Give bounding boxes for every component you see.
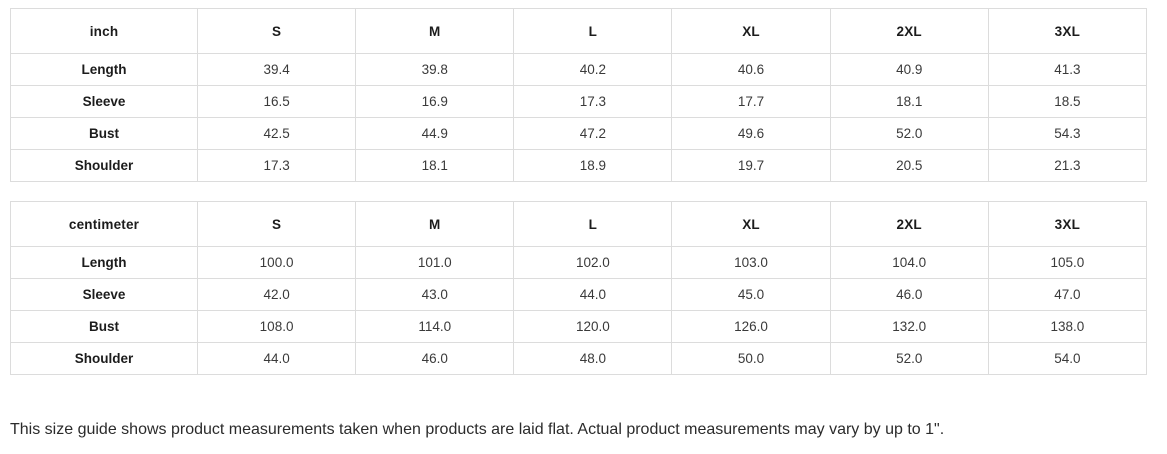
table-row: Sleeve 42.0 43.0 44.0 45.0 46.0 47.0 bbox=[10, 278, 1147, 311]
cell-sleeve-s: 16.5 bbox=[196, 85, 357, 118]
cell-shoulder-s: 17.3 bbox=[196, 149, 357, 182]
cell-sleeve-l: 44.0 bbox=[513, 278, 673, 311]
table-row: Sleeve 16.5 16.9 17.3 17.7 18.1 18.5 bbox=[10, 85, 1147, 118]
size-header-2xl: 2XL bbox=[829, 201, 989, 247]
cell-shoulder-s: 44.0 bbox=[196, 342, 357, 375]
inch-table-header: inch S M L XL 2XL 3XL bbox=[10, 8, 1147, 54]
size-header-s: S bbox=[196, 201, 357, 247]
row-label-shoulder: Shoulder bbox=[10, 149, 198, 182]
table-header-row: centimeter S M L XL 2XL 3XL bbox=[10, 201, 1147, 247]
cell-sleeve-l: 17.3 bbox=[513, 85, 673, 118]
unit-header-centimeter: centimeter bbox=[10, 201, 198, 247]
inch-table-body: Length 39.4 39.8 40.2 40.6 40.9 41.3 Sle… bbox=[10, 53, 1147, 182]
cell-shoulder-xl: 19.7 bbox=[671, 149, 831, 182]
cell-shoulder-2xl: 52.0 bbox=[829, 342, 989, 375]
cell-length-l: 102.0 bbox=[513, 246, 673, 279]
table-header-row: inch S M L XL 2XL 3XL bbox=[10, 8, 1147, 54]
cell-length-xl: 103.0 bbox=[671, 246, 831, 279]
size-header-l: L bbox=[513, 8, 673, 54]
cell-length-3xl: 41.3 bbox=[987, 53, 1147, 86]
centimeter-table-header: centimeter S M L XL 2XL 3XL bbox=[10, 201, 1147, 247]
table-row: Shoulder 44.0 46.0 48.0 50.0 52.0 54.0 bbox=[10, 342, 1147, 375]
cell-shoulder-2xl: 20.5 bbox=[829, 149, 989, 182]
row-label-length: Length bbox=[10, 53, 198, 86]
cell-shoulder-l: 18.9 bbox=[513, 149, 673, 182]
inch-size-table: inch S M L XL 2XL 3XL Length 39.4 39.8 4… bbox=[10, 8, 1147, 182]
cell-bust-3xl: 54.3 bbox=[987, 117, 1147, 150]
cell-length-2xl: 104.0 bbox=[829, 246, 989, 279]
table-row: Length 100.0 101.0 102.0 103.0 104.0 105… bbox=[10, 246, 1147, 279]
size-header-m: M bbox=[355, 8, 515, 54]
row-label-sleeve: Sleeve bbox=[10, 278, 198, 311]
row-label-shoulder: Shoulder bbox=[10, 342, 198, 375]
row-label-bust: Bust bbox=[10, 310, 198, 343]
size-header-2xl: 2XL bbox=[829, 8, 989, 54]
unit-header-inch: inch bbox=[10, 8, 198, 54]
cell-length-l: 40.2 bbox=[513, 53, 673, 86]
cell-sleeve-m: 43.0 bbox=[355, 278, 515, 311]
table-row: Shoulder 17.3 18.1 18.9 19.7 20.5 21.3 bbox=[10, 149, 1147, 182]
cell-shoulder-m: 18.1 bbox=[355, 149, 515, 182]
cell-bust-2xl: 52.0 bbox=[829, 117, 989, 150]
cell-shoulder-l: 48.0 bbox=[513, 342, 673, 375]
cell-sleeve-2xl: 18.1 bbox=[829, 85, 989, 118]
cell-sleeve-xl: 17.7 bbox=[671, 85, 831, 118]
cell-bust-2xl: 132.0 bbox=[829, 310, 989, 343]
cell-length-s: 39.4 bbox=[196, 53, 357, 86]
cell-bust-l: 47.2 bbox=[513, 117, 673, 150]
cell-length-s: 100.0 bbox=[196, 246, 357, 279]
table-row: Bust 42.5 44.9 47.2 49.6 52.0 54.3 bbox=[10, 117, 1147, 150]
cell-bust-m: 114.0 bbox=[355, 310, 515, 343]
cell-shoulder-3xl: 54.0 bbox=[987, 342, 1147, 375]
cell-length-3xl: 105.0 bbox=[987, 246, 1147, 279]
row-label-length: Length bbox=[10, 246, 198, 279]
cell-sleeve-3xl: 47.0 bbox=[987, 278, 1147, 311]
cell-sleeve-3xl: 18.5 bbox=[987, 85, 1147, 118]
cell-sleeve-xl: 45.0 bbox=[671, 278, 831, 311]
size-header-s: S bbox=[196, 8, 357, 54]
cell-sleeve-2xl: 46.0 bbox=[829, 278, 989, 311]
cell-bust-3xl: 138.0 bbox=[987, 310, 1147, 343]
cell-length-m: 39.8 bbox=[355, 53, 515, 86]
cell-bust-s: 42.5 bbox=[196, 117, 357, 150]
size-header-3xl: 3XL bbox=[987, 201, 1147, 247]
cell-shoulder-m: 46.0 bbox=[355, 342, 515, 375]
cell-bust-xl: 126.0 bbox=[671, 310, 831, 343]
size-header-xl: XL bbox=[671, 201, 831, 247]
centimeter-size-table: centimeter S M L XL 2XL 3XL Length 100.0… bbox=[10, 201, 1147, 375]
size-header-xl: XL bbox=[671, 8, 831, 54]
cell-bust-m: 44.9 bbox=[355, 117, 515, 150]
size-header-m: M bbox=[355, 201, 515, 247]
cell-length-m: 101.0 bbox=[355, 246, 515, 279]
row-label-sleeve: Sleeve bbox=[10, 85, 198, 118]
size-header-3xl: 3XL bbox=[987, 8, 1147, 54]
cell-shoulder-3xl: 21.3 bbox=[987, 149, 1147, 182]
cell-length-2xl: 40.9 bbox=[829, 53, 989, 86]
row-label-bust: Bust bbox=[10, 117, 198, 150]
cell-sleeve-s: 42.0 bbox=[196, 278, 357, 311]
cell-shoulder-xl: 50.0 bbox=[671, 342, 831, 375]
centimeter-table-body: Length 100.0 101.0 102.0 103.0 104.0 105… bbox=[10, 246, 1147, 375]
table-row: Length 39.4 39.8 40.2 40.6 40.9 41.3 bbox=[10, 53, 1147, 86]
cell-length-xl: 40.6 bbox=[671, 53, 831, 86]
cell-sleeve-m: 16.9 bbox=[355, 85, 515, 118]
size-header-l: L bbox=[513, 201, 673, 247]
cell-bust-l: 120.0 bbox=[513, 310, 673, 343]
cell-bust-s: 108.0 bbox=[196, 310, 357, 343]
cell-bust-xl: 49.6 bbox=[671, 117, 831, 150]
size-guide-note: This size guide shows product measuremen… bbox=[10, 421, 945, 438]
table-row: Bust 108.0 114.0 120.0 126.0 132.0 138.0 bbox=[10, 310, 1147, 343]
